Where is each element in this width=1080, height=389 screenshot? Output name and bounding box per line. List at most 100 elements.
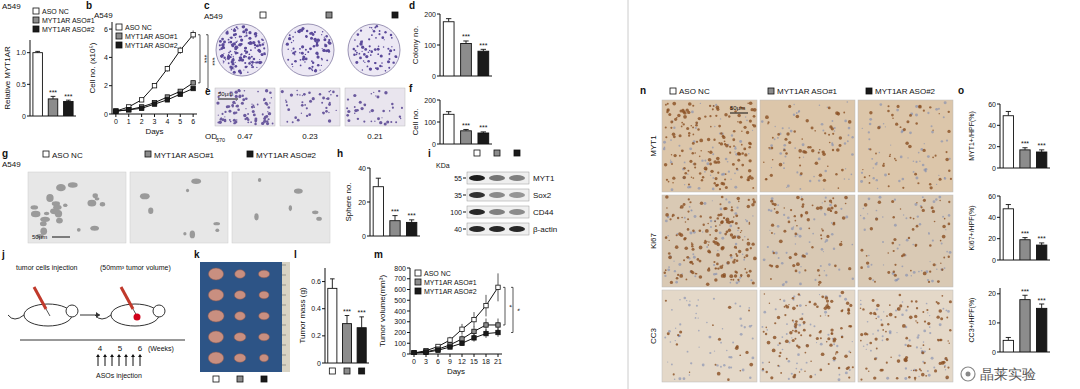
x-tick-label: 5: [178, 118, 182, 125]
band: [489, 175, 505, 181]
cell: [290, 93, 293, 96]
cell: [254, 123, 256, 125]
stain: [923, 110, 925, 112]
y-tick: [997, 104, 1000, 105]
colony: [384, 31, 386, 33]
stain: [723, 207, 726, 210]
colony: [317, 39, 320, 42]
nucleus: [901, 265, 903, 267]
stain: [689, 261, 692, 264]
colony: [319, 69, 320, 70]
nucleus: [922, 196, 924, 198]
stain: [714, 182, 716, 184]
chart-title: A549: [94, 11, 113, 20]
stain: [707, 268, 710, 271]
sphere: [258, 178, 261, 182]
stain: [683, 176, 686, 179]
stain: [811, 246, 813, 248]
ruler-tick: [282, 345, 286, 346]
y-tick-label: 600: [394, 286, 406, 293]
injection-arrow: [126, 356, 127, 366]
stain: [696, 273, 697, 274]
stain: [929, 106, 931, 108]
nucleus: [719, 231, 722, 234]
significance: ***: [462, 33, 470, 40]
stain: [771, 224, 774, 227]
stain: [679, 274, 683, 278]
group-square: [514, 150, 520, 156]
nucleus: [670, 160, 671, 161]
colony: [291, 63, 293, 65]
cell: [265, 89, 268, 92]
colony: [248, 56, 251, 59]
y-axis: [30, 40, 31, 116]
stain: [883, 163, 885, 165]
image-title: A549: [2, 160, 21, 169]
nucleus: [800, 266, 801, 267]
nucleus: [938, 175, 939, 176]
injection-arrow: [140, 356, 141, 366]
cell: [235, 95, 238, 98]
nucleus: [869, 118, 872, 121]
colony: [324, 38, 327, 41]
nucleus: [831, 142, 833, 144]
stain: [700, 215, 702, 217]
cell: [238, 95, 241, 98]
nucleus: [796, 171, 798, 173]
legend-swatch: [415, 288, 421, 294]
ruler-tick: [282, 335, 286, 336]
y-label: Tumor volume(mm³): [378, 275, 387, 347]
significance: ***: [358, 309, 366, 316]
stain: [725, 144, 728, 147]
nucleus: [925, 168, 927, 170]
point: [191, 86, 195, 90]
y-label: Relative MYT1AR: [3, 46, 12, 110]
nucleus: [844, 142, 846, 144]
stain: [669, 218, 671, 220]
stain: [932, 156, 934, 158]
stain: [839, 136, 842, 139]
colony: [250, 61, 251, 62]
stain: [801, 216, 803, 218]
colony: [244, 50, 245, 51]
bar-chart: 0204060Ki67+/HPF(%)******: [968, 193, 1050, 264]
scale-bar-label: 50μm: [32, 234, 47, 240]
y-tick-label: 100: [394, 340, 406, 347]
nucleus: [788, 127, 790, 129]
cell: [347, 110, 350, 113]
stain: [775, 265, 779, 269]
group-square: [866, 88, 872, 94]
stain: [717, 267, 719, 269]
stain: [666, 207, 667, 208]
nucleus: [713, 273, 716, 276]
nucleus: [903, 214, 904, 215]
stain: [689, 201, 691, 203]
stain: [692, 105, 694, 107]
colony: [292, 48, 294, 50]
colony: [252, 66, 254, 68]
colony: [263, 47, 265, 49]
nucleus: [824, 241, 826, 243]
nucleus: [949, 158, 951, 160]
colony: [240, 36, 242, 38]
cell: [354, 112, 356, 114]
colony: [235, 41, 237, 43]
stain: [895, 159, 897, 161]
cell: [353, 94, 356, 97]
stain: [687, 210, 689, 212]
stain: [930, 186, 933, 189]
sphere: [148, 207, 153, 214]
nucleus: [704, 160, 706, 162]
nucleus: [813, 176, 815, 178]
colony: [305, 35, 308, 38]
error-line: [361, 317, 362, 328]
stain: [688, 102, 692, 106]
colony: [306, 30, 309, 33]
cell: [370, 120, 372, 122]
nucleus: [822, 202, 823, 203]
colony: [355, 61, 358, 64]
nucleus: [829, 204, 832, 207]
y-tick: [109, 57, 112, 58]
cell: [235, 112, 237, 114]
error-cap: [1006, 204, 1011, 205]
